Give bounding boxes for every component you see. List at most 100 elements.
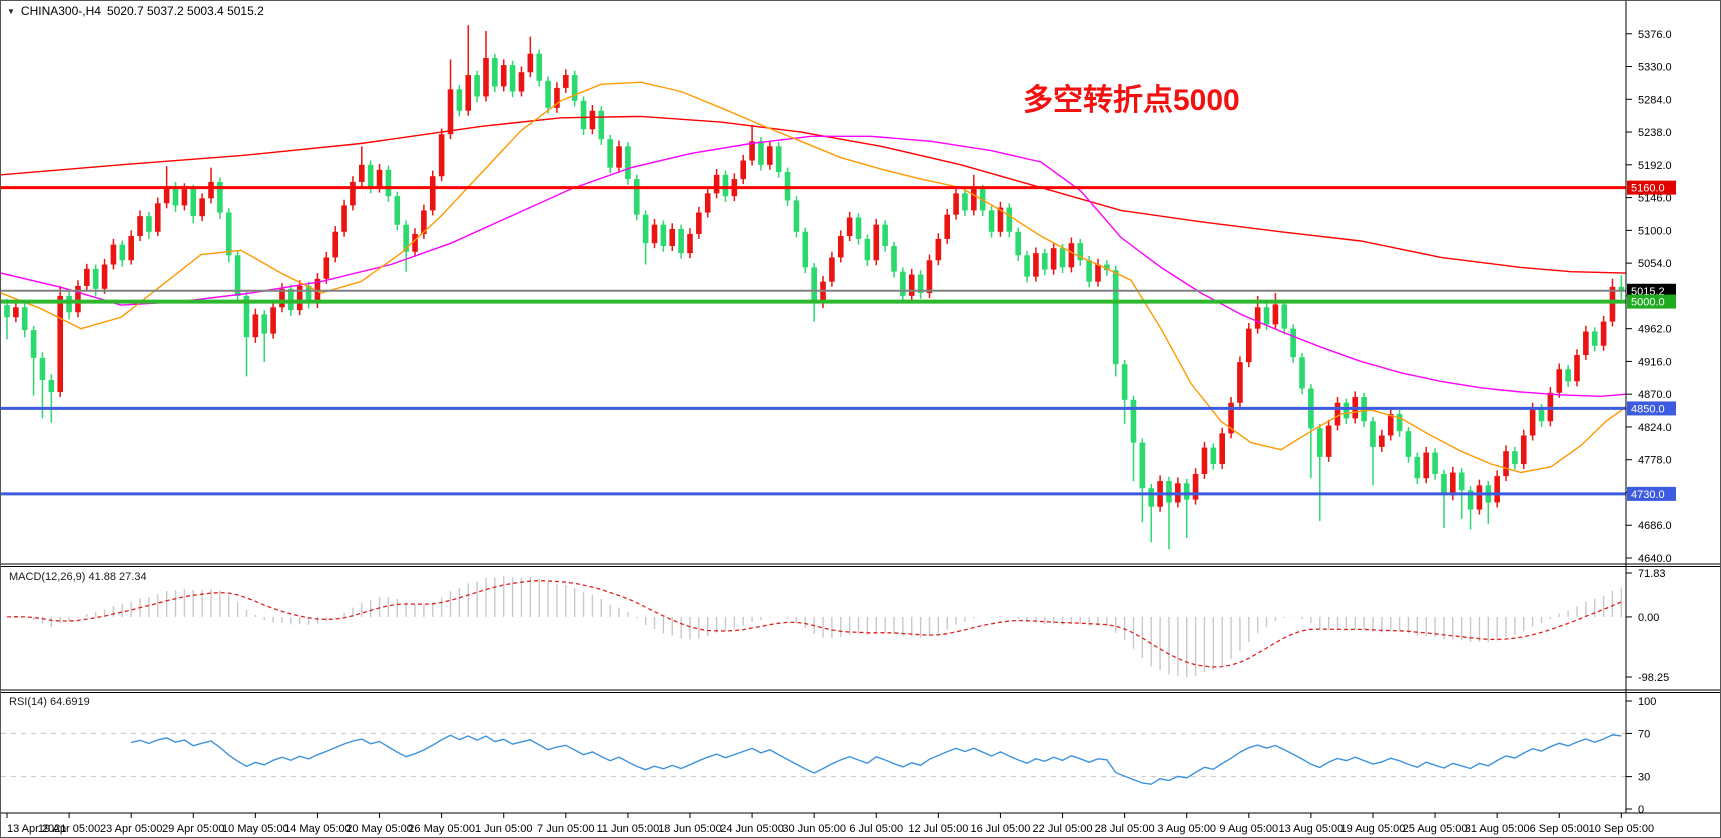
candle	[438, 128, 445, 182]
text-annotation[interactable]: 多空转折点5000	[1023, 84, 1240, 117]
candle	[873, 218, 880, 266]
candle	[642, 210, 649, 265]
candle	[554, 82, 560, 113]
candle	[1112, 265, 1119, 377]
price-tick-label: 5376.0	[1638, 29, 1672, 41]
candle	[84, 263, 90, 292]
candle	[208, 167, 214, 204]
candle	[359, 146, 365, 187]
time-label: 19 Aug 05:00	[1341, 823, 1406, 835]
price-tick-label: 5146.0	[1638, 193, 1672, 205]
price-tick-label: 5192.0	[1638, 160, 1672, 172]
time-label: 24 Jun 05:00	[720, 823, 784, 835]
candle	[1547, 387, 1554, 427]
candle	[1343, 398, 1350, 425]
candle	[1006, 203, 1013, 238]
rsi-axis[interactable]: 100 70 30 0	[1626, 696, 1656, 816]
candle	[1077, 238, 1084, 266]
candle	[740, 154, 747, 185]
time-label: 20 May 05:00	[346, 823, 413, 835]
price-badge	[1627, 486, 1676, 501]
candle	[48, 374, 55, 423]
candle	[341, 199, 347, 237]
candle	[882, 220, 888, 252]
candle	[270, 301, 276, 339]
candle	[421, 204, 427, 239]
price-tick-label: 5284.0	[1638, 94, 1672, 106]
price-tick-label: 5238.0	[1638, 127, 1672, 139]
candle	[660, 220, 667, 252]
symbol-quote: 5020.7 5037.2 5003.4 5015.2	[106, 4, 264, 18]
candle	[527, 36, 534, 78]
candle	[633, 174, 640, 221]
candle	[412, 228, 418, 257]
candle	[217, 177, 223, 219]
time-label: 16 Jul 05:00	[970, 823, 1030, 835]
ma-medium-magenta	[1, 135, 1627, 398]
time-label: 11 Jun 05:00	[597, 823, 660, 835]
price-tick-label: 5330.0	[1638, 62, 1672, 74]
rsi-axis-label: 0	[1638, 804, 1644, 816]
candle	[1095, 258, 1101, 287]
symbol-name: CHINA300-,H4	[20, 4, 101, 18]
symbol-dropdown-icon[interactable]: ▼	[7, 6, 15, 16]
candle	[1316, 424, 1323, 521]
macd-indicator-label: MACD(12,26,9) 41.88 27.34	[9, 571, 147, 583]
rsi-axis-label: 100	[1638, 696, 1656, 708]
candle	[616, 140, 622, 173]
candle	[75, 280, 81, 318]
candle	[1512, 446, 1518, 470]
time-label: 6 Sep 05:00	[1530, 823, 1589, 835]
price-badge	[1627, 180, 1676, 195]
candle	[935, 233, 942, 266]
time-label: 13 Aug 05:00	[1278, 823, 1343, 835]
candle	[793, 196, 800, 238]
time-label: 23 Apr 05:00	[100, 823, 162, 835]
ma-slow-red	[1, 115, 1627, 274]
time-label: 30 Jun 05:00	[782, 823, 846, 835]
candle	[864, 234, 871, 266]
candle	[589, 104, 596, 135]
candle	[1414, 452, 1421, 484]
candle	[429, 170, 436, 216]
candle	[128, 230, 134, 265]
macd-axis[interactable]: 71.83 0.00 -98.25	[1626, 568, 1669, 684]
candle	[1334, 397, 1341, 431]
candle	[252, 308, 259, 343]
price-tick-label: 5054.0	[1638, 258, 1672, 270]
candle	[749, 124, 755, 166]
candle	[1423, 446, 1429, 484]
candle	[243, 291, 250, 377]
candle	[917, 270, 924, 299]
candle	[30, 325, 37, 396]
price-tick-label: 4962.0	[1638, 324, 1672, 336]
candle	[4, 298, 10, 340]
ma-fast-orange	[1, 81, 1627, 474]
time-label: 31 Aug 05:00	[1465, 823, 1530, 835]
price-badge-label: 4730.0	[1631, 489, 1665, 501]
chart-title-bar: ▼ CHINA300-,H4 5020.7 5037.2 5003.4 5015…	[7, 4, 264, 18]
candle	[199, 193, 205, 222]
candle	[1272, 293, 1279, 330]
price-tick-label: 4640.0	[1638, 553, 1672, 565]
candle	[1166, 476, 1172, 550]
price-badge	[1627, 401, 1676, 416]
candle	[811, 263, 817, 322]
candle	[1024, 251, 1030, 283]
candle	[1325, 419, 1332, 462]
candle	[1379, 429, 1385, 452]
candle	[837, 230, 844, 263]
candle	[1520, 429, 1527, 469]
candle	[1228, 397, 1234, 439]
candle	[1290, 324, 1296, 363]
candle	[669, 223, 676, 252]
macd-histogram	[15, 576, 1623, 677]
time-label: 22 Jul 05:00	[1033, 823, 1093, 835]
candle	[1396, 409, 1403, 437]
candle	[580, 96, 587, 135]
candle	[1618, 275, 1625, 300]
